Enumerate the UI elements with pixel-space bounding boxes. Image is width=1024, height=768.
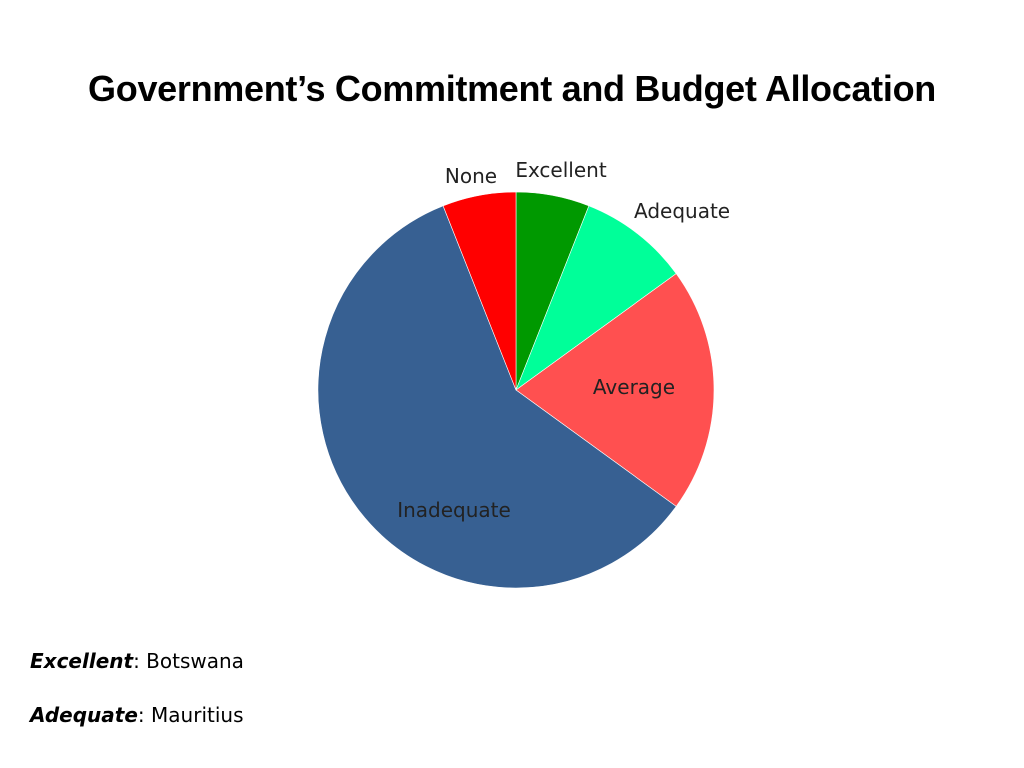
pie-slices [317,191,715,589]
pie-label-none: None [445,164,497,188]
pie-slice-none [442,191,517,391]
pie-slice-average [515,273,715,507]
pie-label-inadequate: Inadequate [397,498,511,522]
notes-list: Excellent: Botswana Adequate: Mauritius [30,644,244,752]
pie-label-average: Average [593,375,675,399]
note-excellent: Excellent: Botswana [30,644,244,698]
pie-slice-adequate [515,205,677,391]
pie-chart: Excellent Adequate Average Inadequate None [317,158,730,589]
pie-label-excellent: Excellent [515,158,607,182]
note-separator: : [137,703,152,727]
pie-slice-inadequate [317,205,677,589]
page-title: Government’s Commitment and Budget Alloc… [88,68,936,109]
pie-label-adequate: Adequate [634,199,730,223]
note-key: Excellent [30,649,134,673]
pie-labels: Excellent Adequate Average Inadequate None [397,158,730,522]
note-value: Mauritius [151,703,244,727]
note-adequate: Adequate: Mauritius [30,698,244,752]
note-value: Botswana [146,649,244,673]
note-key: Adequate [30,703,138,727]
note-separator: : [133,649,147,673]
